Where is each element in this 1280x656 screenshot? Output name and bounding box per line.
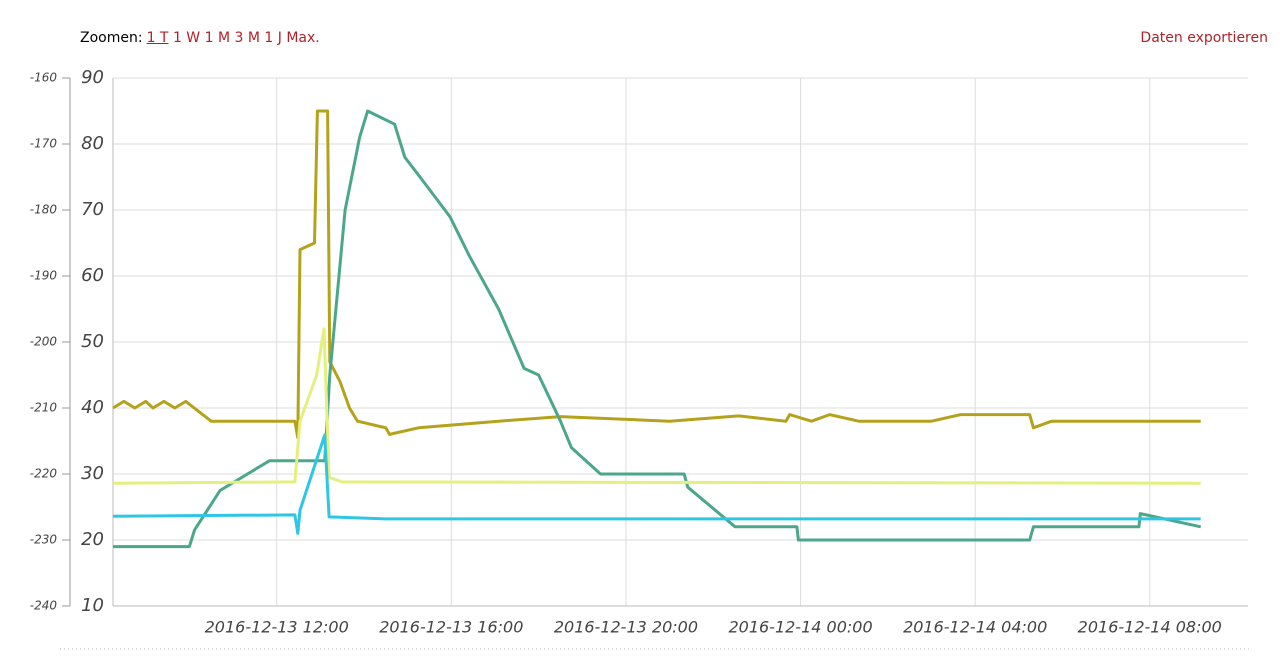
y2-tick-label: -180 xyxy=(30,203,58,217)
series-line xyxy=(112,109,1201,440)
x-tick-label: 2016-12-13 20:00 xyxy=(554,618,698,637)
zoom-option[interactable]: 1 T xyxy=(146,30,169,46)
x-tick-label: 2016-12-13 16:00 xyxy=(379,618,523,637)
y-tick-label: 50 xyxy=(81,331,104,352)
y2-tick-label: -210 xyxy=(30,401,58,415)
y-tick-label: 10 xyxy=(81,595,104,616)
x-tick-label: 2016-12-14 00:00 xyxy=(728,618,872,637)
y-tick-label: 40 xyxy=(81,397,104,418)
x-tick-label: 2016-12-13 12:00 xyxy=(205,618,349,637)
zoom-option[interactable]: Max. xyxy=(286,30,320,46)
zoom-option[interactable]: 3 M xyxy=(234,30,260,46)
y-tick-label: 80 xyxy=(81,133,104,154)
y2-tick-label: -230 xyxy=(30,533,58,547)
zoom-option[interactable]: 1 W xyxy=(172,30,201,46)
zoom-bar: Zoomen: 1 T 1 W 1 M 3 M 1 J Max. xyxy=(80,30,320,46)
y-tick-label: 90 xyxy=(81,67,104,88)
y2-tick-label: -220 xyxy=(30,467,58,481)
y-tick-label: 70 xyxy=(81,199,104,220)
zoom-label: Zoomen: xyxy=(80,30,143,46)
y-tick-label: 60 xyxy=(81,265,104,286)
y2-tick-label: -160 xyxy=(30,71,58,85)
zoom-option[interactable]: 1 J xyxy=(264,30,282,46)
y2-tick-label: -190 xyxy=(30,269,58,283)
series-line xyxy=(112,327,1201,485)
series-line xyxy=(112,433,1201,535)
export-link[interactable]: Daten exportieren xyxy=(1140,30,1268,46)
y2-tick-label: -200 xyxy=(30,335,58,349)
y2-tick-label: -240 xyxy=(30,599,58,613)
zoom-option[interactable]: 1 M xyxy=(204,30,231,46)
y2-tick-label: -170 xyxy=(30,137,58,151)
y-tick-label: 30 xyxy=(81,463,104,484)
series-line xyxy=(113,109,1202,549)
x-tick-label: 2016-12-14 04:00 xyxy=(903,618,1047,637)
x-tick-label: 2016-12-14 08:00 xyxy=(1078,618,1222,637)
y-tick-label: 20 xyxy=(81,529,104,550)
